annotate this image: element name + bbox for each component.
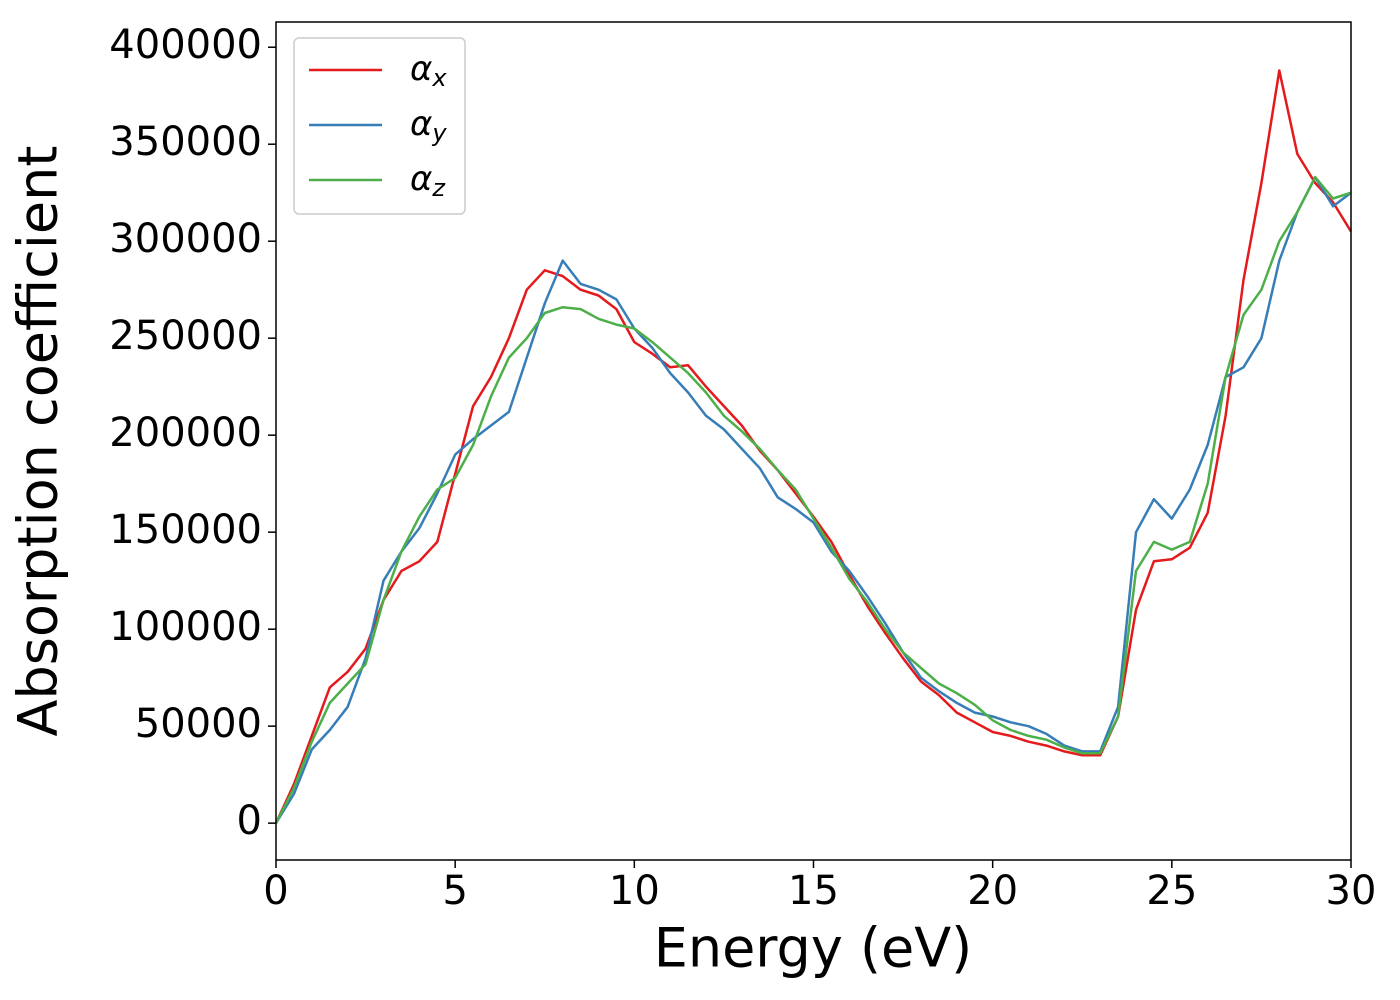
x-tick-label: 25 <box>1146 868 1197 914</box>
legend-label: αx <box>410 49 447 93</box>
x-tick-label: 5 <box>442 868 467 914</box>
y-tick-label: 400000 <box>109 22 262 68</box>
x-axis-label: Energy (eV) <box>654 917 973 980</box>
y-tick-label: 100000 <box>109 604 262 650</box>
y-tick-label: 0 <box>237 798 262 844</box>
y-tick-label: 200000 <box>109 410 262 456</box>
x-tick-label: 30 <box>1326 868 1377 914</box>
y-tick-label: 150000 <box>109 507 262 553</box>
y-tick-label: 250000 <box>109 313 262 359</box>
x-tick-label: 15 <box>788 868 839 914</box>
data-line <box>274 175 1352 824</box>
plot-frame <box>275 21 1352 861</box>
x-tick-label: 0 <box>263 868 288 914</box>
data-line <box>274 175 1352 824</box>
legend: αx αy αz <box>293 37 466 215</box>
y-tick-label: 350000 <box>109 119 262 165</box>
x-tick-label: 10 <box>609 868 660 914</box>
legend-label: αz <box>410 159 446 203</box>
x-tick-label: 20 <box>967 868 1018 914</box>
y-axis-label: Absorption coefficient <box>7 146 70 737</box>
y-tick-label: 300000 <box>109 216 262 262</box>
legend-label: αy <box>410 104 447 148</box>
y-tick-label: 50000 <box>135 701 262 747</box>
